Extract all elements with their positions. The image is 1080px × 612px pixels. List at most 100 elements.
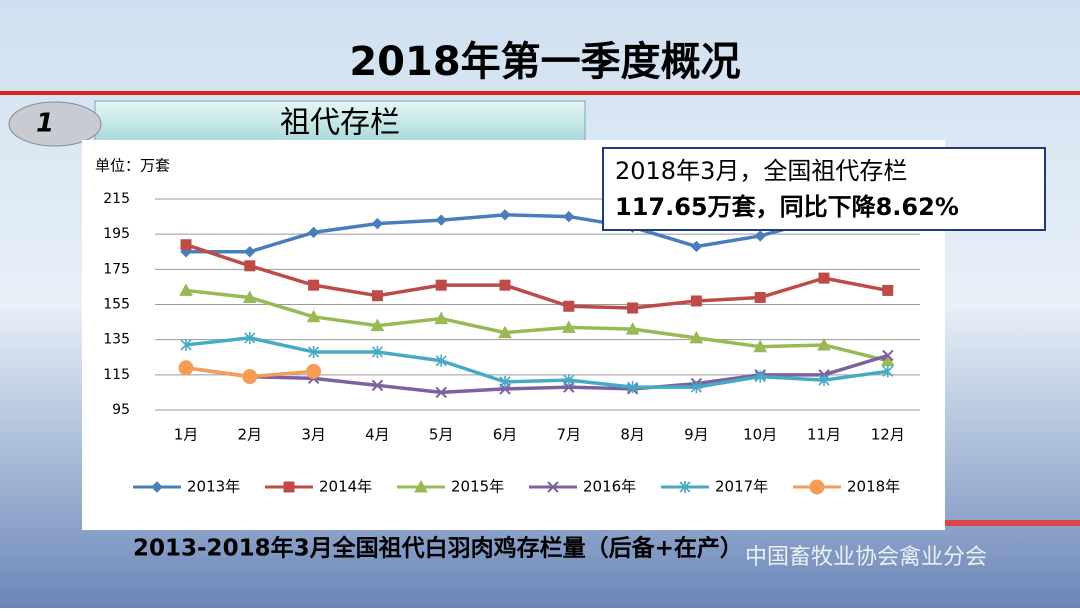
x-tick-label: 1月	[174, 426, 199, 444]
x-tick-label: 10月	[743, 426, 777, 444]
marker	[547, 481, 559, 493]
x-tick-label: 3月	[301, 426, 326, 444]
marker	[818, 272, 830, 284]
marker	[435, 386, 447, 399]
y-tick-label: 215	[103, 191, 130, 207]
marker	[627, 302, 639, 314]
marker	[809, 479, 825, 495]
marker	[690, 240, 703, 253]
legend-label: 2015年	[451, 478, 504, 496]
y-tick-label: 115	[103, 367, 130, 383]
section-bar	[94, 100, 586, 144]
annotation-box	[602, 147, 1046, 231]
x-tick-label: 12月	[871, 426, 905, 444]
x-tick-label: 2月	[238, 426, 263, 444]
marker	[498, 325, 512, 339]
legend-label: 2013年	[187, 478, 240, 496]
marker	[625, 322, 640, 335]
marker	[754, 291, 766, 303]
marker	[563, 300, 575, 312]
marker	[371, 290, 383, 302]
marker	[690, 381, 702, 394]
marker	[306, 309, 321, 323]
marker	[371, 379, 384, 392]
marker	[244, 246, 256, 258]
annotation-line: 117.65万套，同比下降8.62%	[615, 193, 959, 221]
series-line	[185, 243, 889, 310]
unit-label: 单位：万套	[95, 157, 170, 175]
marker	[306, 363, 322, 379]
marker	[689, 330, 704, 344]
series-line	[185, 353, 889, 395]
watermark: 中国畜牧业协会禽业分会	[745, 545, 987, 570]
section-label: 祖代存栏	[280, 106, 400, 141]
marker	[371, 345, 383, 358]
marker	[180, 338, 192, 351]
accent-rule	[945, 520, 1080, 526]
marker	[818, 374, 830, 387]
marker	[627, 381, 639, 394]
x-tick-label: 7月	[557, 426, 582, 444]
marker	[753, 339, 768, 353]
legend-label: 2016年	[583, 478, 636, 496]
caption: 2013-2018年3月全国祖代白羽肉鸡存栏量（后备+在产）	[133, 535, 743, 562]
y-tick-label: 155	[103, 297, 130, 313]
marker	[563, 210, 575, 223]
marker	[307, 226, 320, 239]
marker	[563, 374, 575, 387]
marker	[371, 217, 384, 230]
marker	[690, 295, 702, 307]
marker	[754, 370, 766, 383]
y-tick-label: 135	[103, 332, 130, 348]
title-rule	[0, 91, 1080, 95]
marker	[242, 290, 257, 303]
series-line	[186, 213, 888, 254]
x-tick-label: 11月	[807, 426, 841, 444]
marker	[499, 209, 511, 221]
x-tick-label: 8月	[620, 426, 645, 444]
marker	[561, 320, 576, 333]
y-tick-label: 175	[103, 261, 130, 277]
marker	[414, 479, 428, 493]
section-number: 1	[36, 109, 54, 139]
plot: 单位：万套 95 115 135 155 175 195 215 1月 2月 3月 4月 5月 6月 7月 8…	[95, 157, 920, 496]
marker	[151, 481, 163, 493]
legend-label: 2017年	[715, 478, 768, 496]
marker	[435, 279, 447, 291]
section-badge	[8, 101, 102, 147]
x-tick-label: 6月	[493, 426, 518, 444]
y-tick-label: 95	[112, 402, 130, 418]
marker	[882, 349, 894, 362]
marker	[882, 284, 894, 296]
legend-label: 2014年	[319, 478, 372, 496]
marker	[308, 279, 320, 291]
marker	[435, 354, 447, 367]
marker	[754, 230, 766, 242]
marker	[178, 360, 194, 376]
marker	[180, 239, 192, 251]
marker	[179, 283, 193, 296]
annotation-line: 2018年3月，全国祖代存栏	[615, 157, 907, 185]
marker	[242, 369, 258, 385]
marker	[244, 260, 256, 272]
marker	[308, 345, 320, 358]
marker	[370, 318, 385, 332]
marker	[679, 481, 691, 493]
marker	[244, 331, 256, 344]
x-tick-label: 4月	[365, 426, 390, 444]
marker	[817, 337, 831, 351]
marker	[434, 311, 449, 325]
x-tick-label: 5月	[429, 426, 454, 444]
y-tick-label: 195	[103, 226, 130, 242]
series-line	[185, 336, 889, 389]
x-tick-label: 9月	[684, 426, 709, 444]
marker	[283, 481, 295, 493]
marker	[499, 375, 511, 388]
slide-title: 2018年第一季度概况	[349, 39, 740, 85]
series-line	[185, 288, 889, 363]
legend-label: 2018年	[847, 478, 900, 496]
marker	[882, 365, 894, 378]
marker	[435, 214, 447, 226]
marker	[499, 279, 511, 291]
